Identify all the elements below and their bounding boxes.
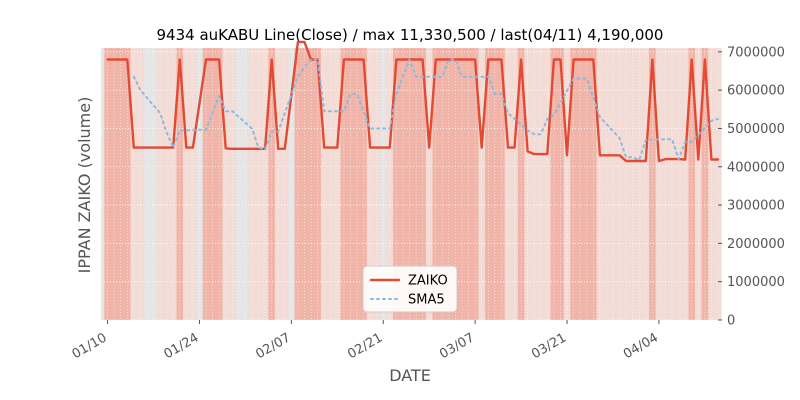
y-axis-label: IPPAN ZAIKO (volume)	[75, 97, 94, 274]
x-tick-label: 04/04	[621, 330, 661, 362]
grid-lines	[100, 48, 719, 321]
legend-label-sma5: SMA5	[408, 293, 445, 308]
x-tick-label: 01/24	[162, 330, 202, 362]
x-tick-label: 03/07	[437, 330, 477, 362]
legend-label-zaiko: ZAIKO	[408, 274, 448, 289]
x-tick-label: 02/21	[345, 330, 385, 362]
x-tick-label: 03/21	[529, 330, 569, 362]
y-axis-ticks: 0 1000000 2000000 3000000 4000000 5000000 6000…	[718, 45, 785, 329]
y-tick-label: 5000000	[727, 122, 785, 137]
x-tick-label: 02/07	[253, 330, 293, 362]
series-line-sma5	[132, 58, 719, 161]
y-tick-label: 7000000	[727, 45, 785, 60]
y-tick-label: 6000000	[727, 84, 785, 99]
x-axis-label: DATE	[389, 366, 431, 385]
x-axis-ticks: 01/10 01/24 02/07 02/21 03/07 03/21 04/04	[70, 320, 661, 362]
chart-title: 9434 auKABU Line(Close) / max 11,330,500…	[157, 26, 664, 44]
x-tick-label: 01/10	[70, 330, 110, 362]
series-line-zaiko	[106, 40, 720, 163]
y-tick-label: 0	[727, 314, 735, 329]
y-tick-label: 4000000	[727, 160, 785, 175]
legend: ZAIKO SMA5	[362, 265, 458, 313]
y-tick-label: 1000000	[727, 275, 785, 290]
y-tick-label: 2000000	[727, 237, 785, 252]
series-lines	[106, 40, 720, 163]
y-tick-label: 3000000	[727, 199, 785, 214]
legend-box	[362, 265, 458, 313]
